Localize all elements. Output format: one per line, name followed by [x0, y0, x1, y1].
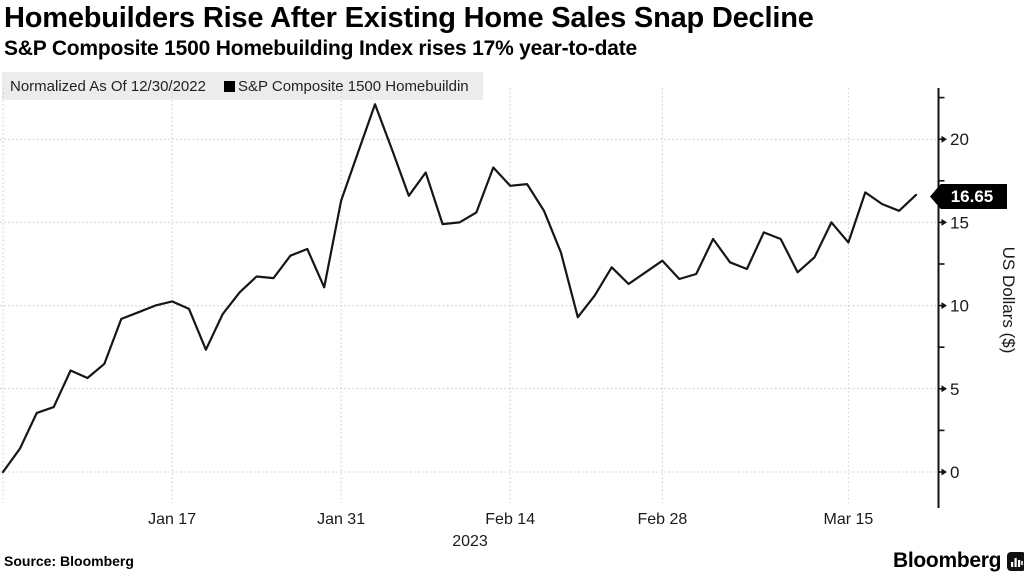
y-tick-arrow-icon — [941, 218, 947, 226]
page-subtitle: S&P Composite 1500 Homebuilding Index ri… — [4, 37, 637, 60]
page-title: Homebuilders Rise After Existing Home Sa… — [4, 2, 814, 34]
y-tick-label: 10 — [950, 297, 969, 316]
y-tick-label: 0 — [950, 463, 959, 482]
legend-series-label: S&P Composite 1500 Homebuildin — [237, 77, 469, 95]
bloomberg-terminal-icon — [1007, 551, 1024, 571]
y-tick-arrow-icon — [941, 302, 947, 310]
bloomberg-wordmark: Bloomberg — [893, 549, 1002, 572]
y-tick-label: 5 — [950, 380, 959, 399]
last-price-value: 16.65 — [950, 186, 994, 206]
x-tick-label: Mar 15 — [824, 511, 874, 528]
x-tick-label: Feb 14 — [485, 511, 535, 528]
y-tick-arrow-icon — [941, 468, 947, 476]
source-attribution: Source: Bloomberg — [4, 553, 134, 569]
x-tick-label: Jan 31 — [317, 511, 365, 528]
y-tick-label: 20 — [950, 130, 969, 149]
chart-legend: Normalized As Of 12/30/2022 S&P Composit… — [2, 72, 483, 100]
x-tick-label: Feb 28 — [637, 511, 687, 528]
bloomberg-logo: Bloomberg — [893, 549, 1024, 573]
series-swatch-icon — [223, 80, 235, 92]
price-line — [1, 103, 918, 474]
y-tick-label: 15 — [950, 213, 969, 232]
y-axis-title: US Dollars ($) — [999, 247, 1018, 354]
last-price-badge: 16.65 — [930, 184, 1007, 209]
x-axis-year-label: 2023 — [452, 533, 488, 550]
y-tick-arrow-icon — [941, 385, 947, 393]
legend-normalized-label: Normalized As Of 12/30/2022 — [10, 77, 206, 95]
x-tick-label: Jan 17 — [148, 511, 196, 528]
y-tick-arrow-icon — [941, 135, 947, 143]
